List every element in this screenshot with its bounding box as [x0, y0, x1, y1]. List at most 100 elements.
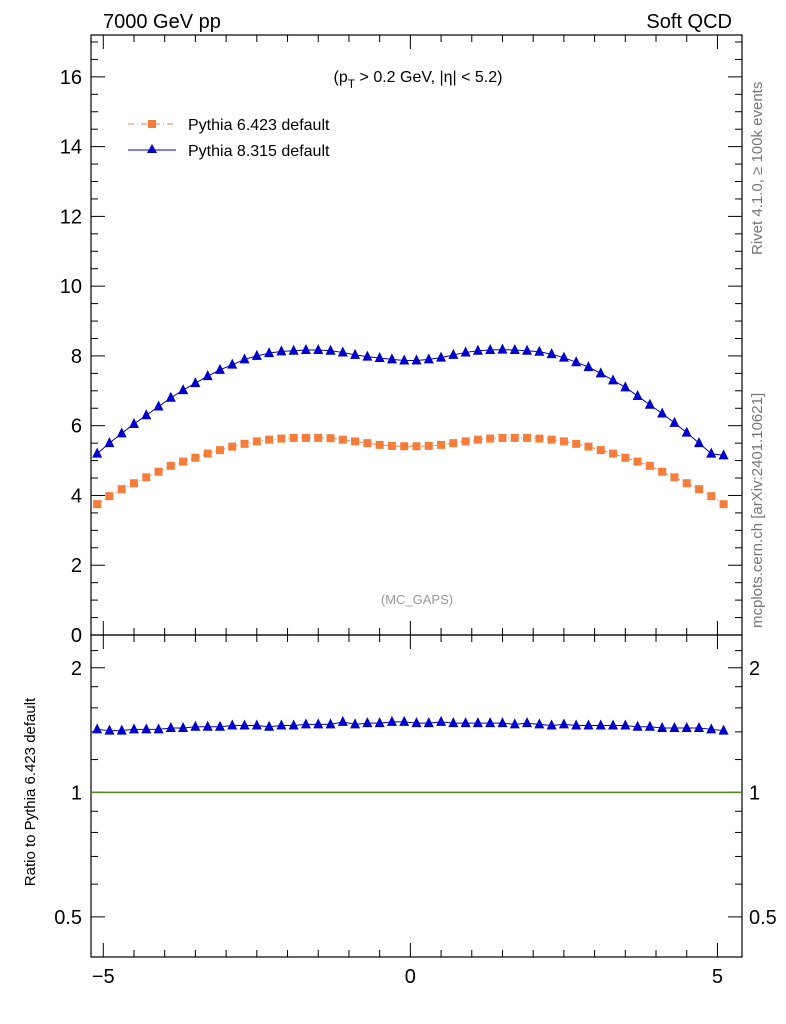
- pythia8-point: [608, 374, 619, 385]
- pythia6-point: [535, 434, 544, 443]
- pythia8-point: [411, 354, 422, 365]
- pythia8-point: [546, 348, 557, 359]
- pythia6-point: [277, 434, 286, 443]
- x-tick-label: 0: [405, 966, 416, 988]
- ratio-pythia8-point: [325, 718, 336, 729]
- ratio-pythia8-point: [460, 717, 471, 728]
- ratio-pythia8-point: [214, 720, 225, 731]
- pythia6-point: [400, 442, 409, 451]
- ratio-pythia8-point: [399, 715, 410, 726]
- pythia6-point: [289, 433, 298, 442]
- main-y-tick-label: 6: [71, 416, 82, 438]
- ratio-panel: 0.5 0.5 1 1 2 2 −5 0 5 Ratio to Pythia 6.423 def…: [22, 634, 777, 988]
- ratio-pythia8-point: [522, 717, 533, 728]
- pythia6-point: [301, 433, 310, 442]
- pythia8-point: [399, 354, 410, 365]
- pythia6-point: [117, 485, 126, 494]
- main-y-tick-label: 12: [60, 206, 82, 228]
- pythia6-point: [228, 442, 237, 451]
- pythia8-point: [116, 427, 127, 438]
- pythia6-point: [584, 442, 593, 451]
- ratio-y-tick-label: 2: [71, 658, 82, 680]
- ratio-pythia8-point: [178, 722, 189, 733]
- ratio-pythia8-point: [509, 718, 520, 729]
- pythia6-point: [351, 437, 360, 446]
- pythia8-point: [583, 361, 594, 372]
- pythia6-point: [473, 435, 482, 444]
- legend-label-pythia8: Pythia 8.315 default: [188, 143, 330, 160]
- pythia6-point: [314, 433, 323, 442]
- pythia8-point: [558, 351, 569, 362]
- pythia8-point: [657, 407, 668, 418]
- pythia6-point: [670, 473, 679, 482]
- ratio-pythia8-point: [411, 717, 422, 728]
- pythia6-point: [191, 453, 200, 462]
- pythia6-point: [707, 492, 716, 501]
- pythia8-point: [190, 377, 201, 388]
- pythia6-point: [179, 457, 188, 466]
- pythia6-point: [363, 439, 372, 448]
- ratio-pythia8-point: [276, 719, 287, 730]
- pythia8-point: [202, 370, 213, 381]
- pythia8-point: [706, 447, 717, 458]
- pythia8-point: [214, 363, 225, 374]
- pythia6-point: [682, 479, 691, 488]
- ratio-y-tick-label: 1: [71, 782, 82, 804]
- ratio-pythia8-point: [632, 720, 643, 731]
- ratio-pythia8-point: [620, 719, 631, 730]
- ratio-pythia8-point: [227, 719, 238, 730]
- ratio-pythia8-point: [583, 719, 594, 730]
- ratio-y-label: Ratio to Pythia 6.423 default: [22, 697, 39, 886]
- pythia6-point: [633, 457, 642, 466]
- ratio-pythia8-point: [681, 722, 692, 733]
- pythia8-point: [104, 437, 115, 448]
- pythia6-point: [621, 453, 630, 462]
- ratio-pythia8-point: [350, 718, 361, 729]
- main-y-tick-label: 4: [71, 485, 82, 507]
- pythia6-point: [265, 435, 274, 444]
- analysis-watermark: (MC_GAPS): [381, 592, 453, 607]
- main-y-tick-label: 10: [60, 276, 82, 298]
- ratio-pythia8-point: [706, 723, 717, 734]
- pythia8-point: [423, 353, 434, 364]
- ratio-pythia8-point: [190, 720, 201, 731]
- ratio-pythia8-point: [694, 722, 705, 733]
- ratio-pythia8-point: [485, 717, 496, 728]
- ratio-pythia8-point: [128, 723, 139, 734]
- ratio-pythia8-point: [288, 719, 299, 730]
- main-axis-ticks: 0 2 4 6 8 10 12 14 16: [60, 35, 742, 647]
- ratio-pythia8-point: [718, 724, 729, 735]
- pythia8-point: [460, 346, 471, 357]
- main-y-tick-label: 16: [60, 67, 82, 89]
- pythia8-point: [362, 350, 373, 361]
- main-y-tick-label: 2: [71, 555, 82, 577]
- pythia8-point: [472, 344, 483, 355]
- ratio-pythia8-point: [423, 717, 434, 728]
- pythia8-point: [497, 343, 508, 354]
- pythia6-point: [559, 437, 568, 446]
- pythia8-point: [534, 345, 545, 356]
- legend: Pythia 6.423 default Pythia 8.315 defaul…: [128, 117, 330, 160]
- pythia8-point: [165, 391, 176, 402]
- pythia6-point: [596, 446, 605, 455]
- ratio-pythia8-point: [300, 718, 311, 729]
- pythia8-point: [485, 344, 496, 354]
- pythia6-point: [695, 485, 704, 494]
- pythia8-point: [178, 384, 189, 395]
- ratio-pythia8-point: [657, 722, 668, 733]
- pythia8-point: [288, 344, 299, 355]
- pythia8-point: [92, 447, 103, 458]
- pythia6-point: [523, 433, 532, 442]
- main-y-tick-label: 0: [71, 625, 82, 647]
- pythia8-point: [374, 352, 385, 363]
- pythia8-point: [386, 353, 397, 364]
- ratio-pythia8-point: [264, 720, 275, 731]
- main-y-tick-label: 14: [60, 137, 82, 159]
- pythia6-point: [510, 433, 519, 442]
- pythia6-point: [252, 437, 261, 446]
- ratio-pythia8-point: [165, 722, 176, 733]
- pythia8-point: [337, 346, 348, 357]
- ratio-pythia8-point: [313, 718, 324, 729]
- pythia6-point: [129, 479, 138, 488]
